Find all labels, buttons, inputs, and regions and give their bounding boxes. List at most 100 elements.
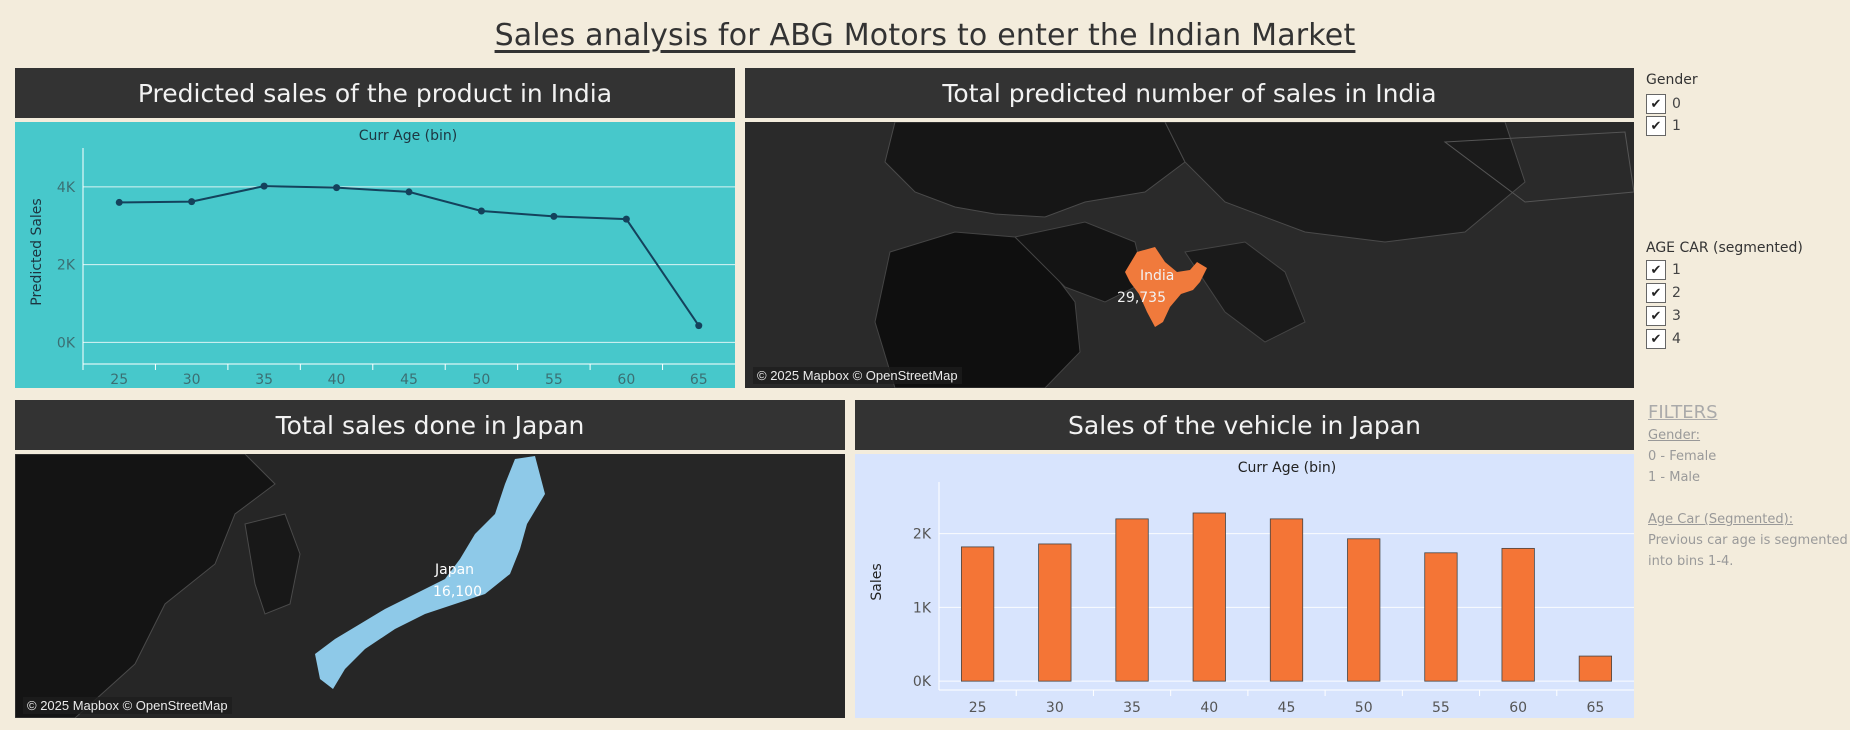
x-tick-label: 55 xyxy=(545,372,563,388)
southeast-asia-landmass xyxy=(1184,241,1306,343)
notes-gender-0: 0 - Female xyxy=(1648,449,1717,464)
checkbox-icon[interactable]: ✔ xyxy=(1646,306,1666,326)
age-car-option-label: 4 xyxy=(1672,331,1681,347)
japan-bar-chart[interactable]: Curr Age (bin) Sales 0K 1K 2K 25 30 35 40 45 50 5… xyxy=(855,454,1634,718)
bar-chart-svg: Curr Age (bin) Sales 0K 1K 2K 25 30 35 40 45 50 5… xyxy=(869,460,1634,716)
bar xyxy=(1501,547,1535,682)
y-tick-label: 2K xyxy=(913,527,932,543)
y-tick-label: 0K xyxy=(57,335,76,351)
japan-value: 16,100 xyxy=(433,584,482,600)
bar xyxy=(1038,543,1072,682)
gender-option-0[interactable]: ✔ 0 xyxy=(1646,94,1681,114)
japan-bar-header: Sales of the vehicle in Japan xyxy=(855,400,1634,450)
series-line xyxy=(119,185,700,327)
japan-shape[interactable] xyxy=(315,456,545,689)
dashboard-title: Sales analysis for ABG Motors to enter t… xyxy=(494,18,1356,53)
india-shape[interactable] xyxy=(1125,247,1207,327)
age-car-option-2[interactable]: ✔ 2 xyxy=(1646,283,1681,303)
bar xyxy=(960,546,995,682)
africa-landmass xyxy=(874,231,1081,388)
india-line-title: Predicted sales of the product in India xyxy=(137,78,613,108)
filter-notes: FILTERS Gender: 0 - Female 1 - Male Age … xyxy=(1648,402,1848,572)
bar-chart-ylabel: Sales xyxy=(869,563,885,600)
japan-label: Japan xyxy=(434,562,474,578)
age-car-filter-title: AGE CAR (segmented) xyxy=(1646,240,1803,256)
x-tick-label: 25 xyxy=(969,700,987,716)
x-tick-label: 60 xyxy=(1509,700,1527,716)
notes-heading: FILTERS xyxy=(1648,402,1718,423)
x-tick-label: 65 xyxy=(690,372,708,388)
notes-age-label: Age Car (Segmented): xyxy=(1648,512,1794,527)
india-line-chart[interactable]: Curr Age (bin) Predicted Sales 0K 2K 4K 25 3… xyxy=(15,122,735,388)
gender-option-1[interactable]: ✔ 1 xyxy=(1646,116,1681,136)
data-point xyxy=(188,198,196,206)
x-tick-label: 40 xyxy=(1200,700,1218,716)
checkbox-icon[interactable]: ✔ xyxy=(1646,283,1666,303)
bar xyxy=(1347,538,1381,682)
bar-chart-header: Curr Age (bin) xyxy=(1238,460,1336,476)
japan-bar-title: Sales of the vehicle in Japan xyxy=(1068,410,1421,440)
india-map-header: Total predicted number of sales in India xyxy=(745,68,1634,118)
data-point xyxy=(260,182,268,190)
checkbox-icon[interactable]: ✔ xyxy=(1646,94,1666,114)
asia-landmass xyxy=(1164,122,1526,243)
data-point xyxy=(333,184,341,192)
x-tick-label: 35 xyxy=(1123,700,1141,716)
age-car-option-label: 3 xyxy=(1672,308,1681,324)
notes-gender-label: Gender: xyxy=(1648,428,1701,443)
gender-option-label: 0 xyxy=(1672,96,1681,112)
data-point xyxy=(477,207,485,215)
checkbox-icon[interactable]: ✔ xyxy=(1646,260,1666,280)
x-tick-label: 50 xyxy=(1355,700,1373,716)
x-tick-label: 45 xyxy=(1278,700,1296,716)
map-attribution[interactable]: © 2025 Mapbox © OpenStreetMap xyxy=(753,367,962,384)
x-tick-label: 30 xyxy=(183,372,201,388)
line-chart-header: Curr Age (bin) xyxy=(359,128,457,144)
checkbox-icon[interactable]: ✔ xyxy=(1646,329,1666,349)
notes-age-desc: Previous car age is segmented into bins … xyxy=(1648,533,1848,569)
bar xyxy=(1115,518,1149,682)
data-point xyxy=(622,215,630,223)
japan-map-title: Total sales done in Japan xyxy=(275,410,585,440)
japan-map[interactable]: Japan 16,100 © 2025 Mapbox © OpenStreetM… xyxy=(15,454,845,718)
bar xyxy=(1424,552,1458,682)
gender-option-label: 1 xyxy=(1672,118,1681,134)
data-point xyxy=(405,188,413,196)
bar xyxy=(1578,655,1613,682)
data-point xyxy=(115,198,123,206)
x-tick-label: 45 xyxy=(400,372,418,388)
data-point xyxy=(695,322,703,330)
x-tick-label: 35 xyxy=(255,372,273,388)
x-tick-label: 55 xyxy=(1432,700,1450,716)
y-tick-label: 2K xyxy=(57,258,76,274)
age-car-option-label: 2 xyxy=(1672,285,1681,301)
age-car-option-4[interactable]: ✔ 4 xyxy=(1646,329,1681,349)
india-label: India xyxy=(1140,268,1174,284)
y-tick-label: 4K xyxy=(57,180,76,196)
india-value: 29,735 xyxy=(1117,290,1166,306)
x-tick-label: 60 xyxy=(617,372,635,388)
bar xyxy=(1192,512,1226,682)
x-tick-label: 65 xyxy=(1586,700,1604,716)
data-point xyxy=(550,212,558,220)
notes-gender-1: 1 - Male xyxy=(1648,470,1701,485)
line-chart-ylabel: Predicted Sales xyxy=(29,198,45,305)
y-tick-label: 1K xyxy=(913,600,932,616)
bar xyxy=(1269,518,1304,682)
greenland-outline xyxy=(1443,131,1634,203)
india-map[interactable]: India 29,735 © 2025 Mapbox © OpenStreetM… xyxy=(745,122,1634,388)
checkbox-icon[interactable]: ✔ xyxy=(1646,116,1666,136)
age-car-option-label: 1 xyxy=(1672,262,1681,278)
line-chart-svg: Curr Age (bin) Predicted Sales 0K 2K 4K 25 3… xyxy=(29,128,735,388)
x-tick-label: 30 xyxy=(1046,700,1064,716)
age-car-option-1[interactable]: ✔ 1 xyxy=(1646,260,1681,280)
japan-map-header: Total sales done in Japan xyxy=(15,400,845,450)
china-landmass xyxy=(15,454,276,718)
x-tick-label: 40 xyxy=(328,372,346,388)
map-attribution[interactable]: © 2025 Mapbox © OpenStreetMap xyxy=(23,697,232,714)
age-car-option-3[interactable]: ✔ 3 xyxy=(1646,306,1681,326)
x-tick-label: 50 xyxy=(473,372,491,388)
japan-map-svg: Japan 16,100 xyxy=(15,454,845,718)
x-tick-label: 25 xyxy=(110,372,128,388)
india-line-header: Predicted sales of the product in India xyxy=(15,68,735,118)
